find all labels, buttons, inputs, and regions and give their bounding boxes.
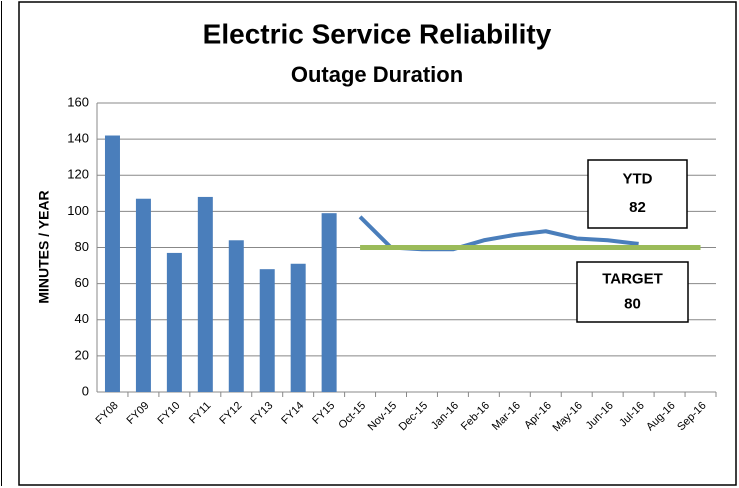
- chart-title: Electric Service Reliability: [203, 18, 552, 49]
- x-tick-label: Oct-15: [336, 400, 368, 432]
- chart-subtitle: Outage Duration: [291, 62, 463, 87]
- bar: [104, 135, 120, 392]
- x-tick-label: FY15: [310, 400, 337, 427]
- y-tick-label: 60: [75, 275, 89, 290]
- y-tick-label: 140: [67, 131, 89, 146]
- x-tick-label: Jun-16: [584, 400, 616, 432]
- bar: [321, 213, 337, 392]
- annotation-text: TARGET: [602, 270, 663, 287]
- x-tick-label: FY10: [155, 400, 182, 427]
- x-tick-label: Nov-15: [366, 400, 400, 434]
- x-tick-label: Apr-16: [522, 400, 554, 432]
- frame-edge: [1, 1, 2, 486]
- x-tick-label: Dec-15: [397, 400, 431, 434]
- bar: [290, 263, 306, 392]
- bar: [166, 252, 182, 392]
- chart-border: [18, 1, 737, 486]
- x-tick-label: May-16: [550, 400, 584, 434]
- x-tick-label: FY14: [279, 400, 306, 427]
- bar: [135, 198, 151, 392]
- x-tick-label: FY11: [187, 400, 214, 427]
- annotation-box: [576, 261, 689, 323]
- x-tick-label: Aug-16: [644, 400, 678, 434]
- x-tick-label: Sep-16: [675, 400, 709, 434]
- annotation-box: [587, 159, 688, 229]
- y-tick-label: 80: [75, 239, 89, 254]
- x-tick-label: Jul-16: [617, 400, 647, 430]
- x-tick-label: FY12: [217, 400, 244, 427]
- annotation-text: YTD: [623, 171, 653, 188]
- y-tick-label: 120: [67, 167, 89, 182]
- bar: [228, 240, 244, 392]
- x-tick-label: Jan-16: [429, 400, 461, 432]
- x-tick-label: FY13: [248, 400, 275, 427]
- annotation-text: 80: [624, 296, 641, 313]
- y-tick-label: 20: [75, 347, 89, 362]
- x-tick-label: FY08: [94, 400, 121, 427]
- bar: [259, 269, 275, 392]
- bar: [197, 196, 213, 392]
- annotation-text: 82: [629, 199, 646, 216]
- y-tick-label: 40: [75, 311, 89, 326]
- x-tick-label: Mar-16: [490, 400, 523, 433]
- y-tick-label: 100: [67, 203, 89, 218]
- y-axis-label: MINUTES / YEAR: [36, 190, 52, 303]
- y-tick-label: 160: [67, 94, 89, 109]
- x-tick-label: Feb-16: [459, 400, 492, 433]
- x-tick-label: FY09: [125, 400, 152, 427]
- y-tick-label: 0: [82, 383, 89, 398]
